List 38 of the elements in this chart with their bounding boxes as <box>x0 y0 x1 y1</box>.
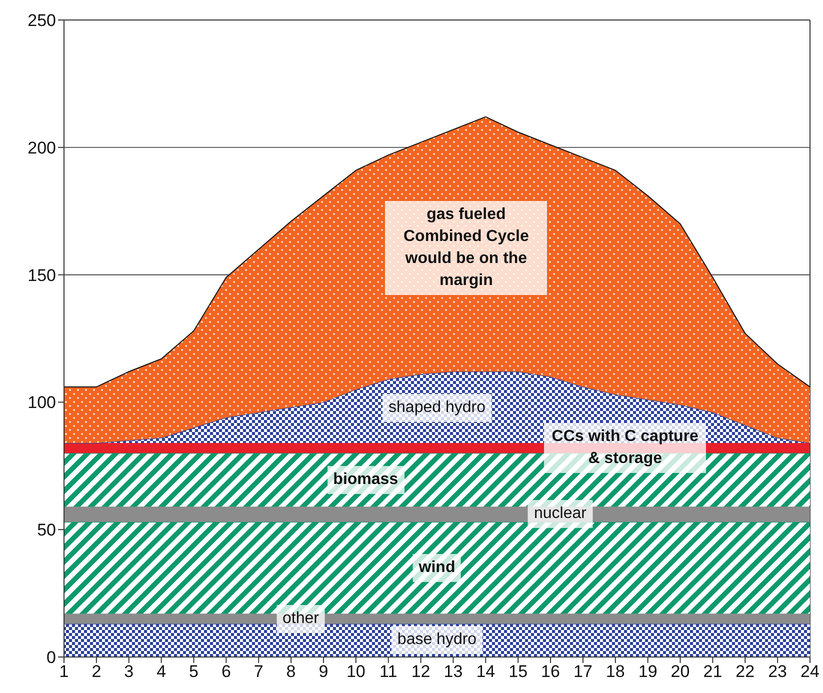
y-tick-label: 250 <box>28 11 56 30</box>
x-tick-label: 11 <box>380 662 398 682</box>
x-tick-label: 23 <box>768 662 788 682</box>
x-tick-label: 10 <box>346 662 366 682</box>
x-tick-label: 2 <box>92 662 102 682</box>
series-label: shaped hydro <box>382 394 492 422</box>
x-tick-label: 5 <box>189 662 198 682</box>
x-tick-label: 4 <box>156 662 166 682</box>
x-tick-label: 21 <box>703 662 722 682</box>
series-label: biomass <box>327 466 404 494</box>
series-label: CCs with C capture & storage <box>544 423 706 474</box>
series-label: gas fueled Combined Cycle would be on the margin <box>385 201 548 296</box>
x-tick-label: 17 <box>573 662 592 682</box>
y-tick-label: 0 <box>46 648 56 668</box>
y-tick-label: 150 <box>28 266 56 285</box>
x-tick-label: 15 <box>508 662 528 682</box>
series-label: other <box>276 604 325 633</box>
x-tick-label: 1 <box>59 662 69 682</box>
x-tick-label: 24 <box>800 662 820 682</box>
x-tick-label: 22 <box>736 662 755 682</box>
x-tick-label: 13 <box>444 662 463 682</box>
y-tick-label: 200 <box>28 138 56 158</box>
x-tick-label: 18 <box>606 662 625 682</box>
x-tick-label: 14 <box>476 662 496 682</box>
x-tick-label: 3 <box>124 662 134 682</box>
x-tick-label: 20 <box>670 662 690 682</box>
x-tick-label: 19 <box>638 662 658 682</box>
x-tick-label: 7 <box>254 662 264 682</box>
x-tick-label: 9 <box>318 662 328 682</box>
y-tick-label: 100 <box>28 393 56 412</box>
x-tick-label: 6 <box>221 662 231 682</box>
x-tick-label: 8 <box>286 662 296 682</box>
series-label: nuclear <box>528 500 592 528</box>
series-label: wind <box>412 554 462 582</box>
x-tick-label: 12 <box>411 662 430 682</box>
x-tick-label: 16 <box>541 662 560 682</box>
y-tick-label: 50 <box>37 520 56 540</box>
series-label: base hydro <box>391 626 483 654</box>
